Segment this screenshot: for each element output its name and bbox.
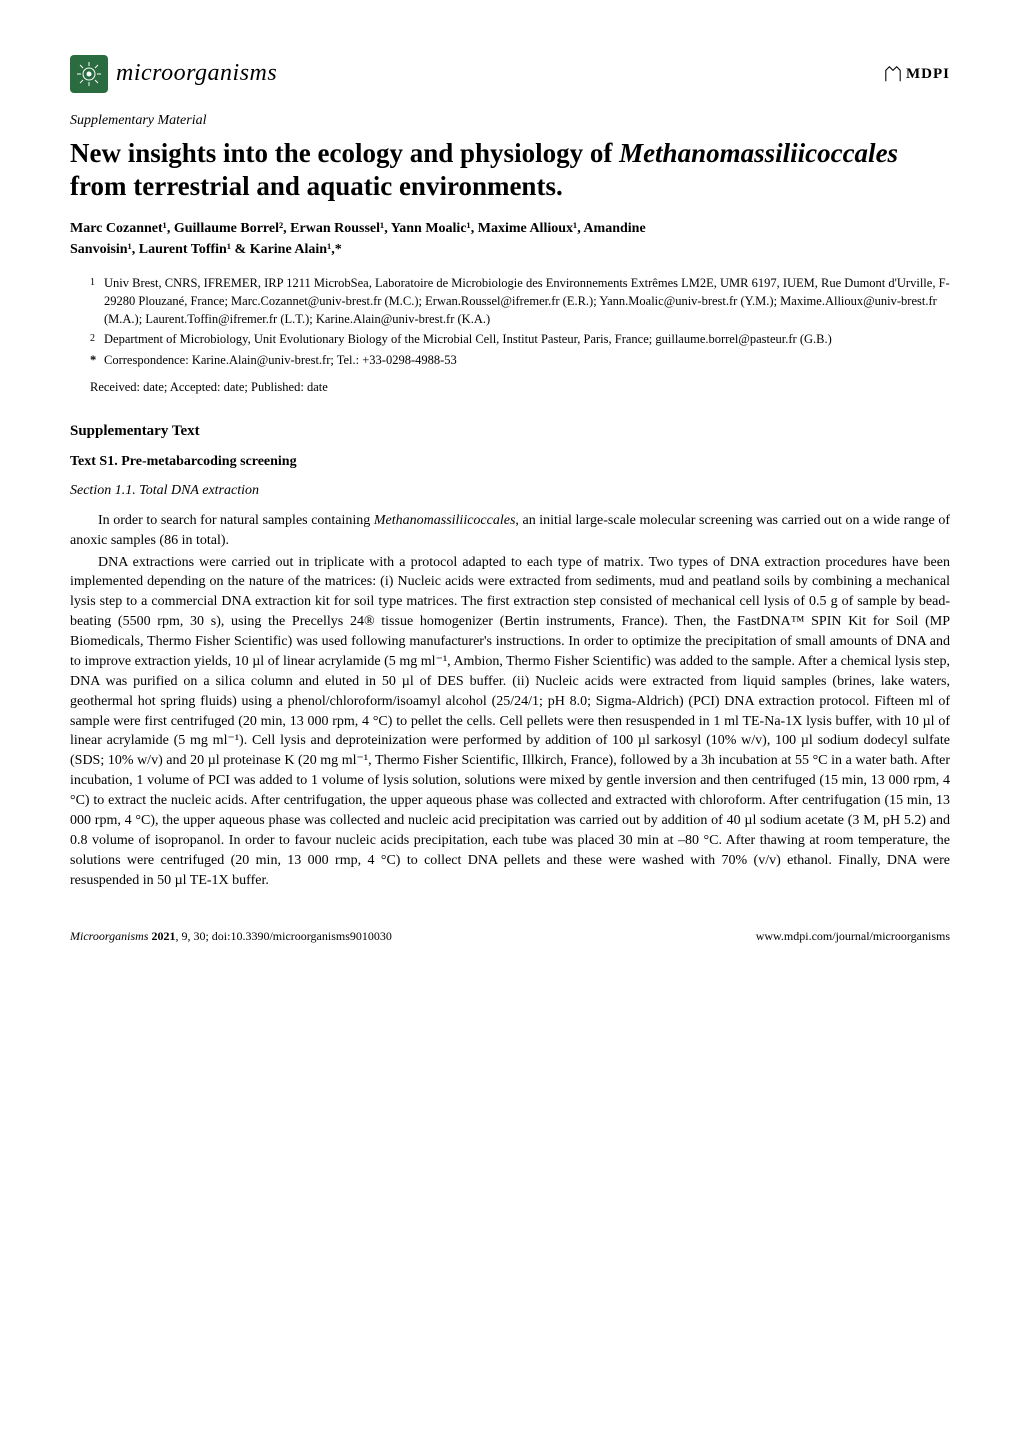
- publisher-name: MDPI: [906, 64, 950, 85]
- affiliation-text: Department of Microbiology, Unit Evoluti…: [104, 330, 950, 348]
- page-header: microorganisms MDPI: [70, 55, 950, 93]
- journal-icon: [70, 55, 108, 93]
- journal-name: microorganisms: [116, 57, 277, 91]
- article-type: Supplementary Material: [70, 111, 950, 131]
- mdpi-icon: [884, 65, 902, 83]
- affiliation-num: 2: [90, 330, 104, 348]
- correspondence: * Correspondence: Karine.Alain@univ-bres…: [70, 352, 950, 370]
- para1-pre: In order to search for natural samples c…: [98, 513, 374, 528]
- affiliation-2: 2 Department of Microbiology, Unit Evolu…: [90, 330, 950, 348]
- affiliation-text: Univ Brest, CNRS, IFREMER, IRP 1211 Micr…: [104, 274, 950, 328]
- authors-line-1: Marc Cozannet¹, Guillaume Borrel², Erwan…: [70, 221, 646, 236]
- footer-year: 2021: [151, 929, 175, 943]
- authors: Marc Cozannet¹, Guillaume Borrel², Erwan…: [70, 218, 950, 260]
- paragraph-2: DNA extractions were carried out in trip…: [70, 553, 950, 891]
- paragraph-1: In order to search for natural samples c…: [70, 511, 950, 551]
- title-part-1: New insights into the ecology and physio…: [70, 138, 619, 168]
- correspondence-text: Correspondence: Karine.Alain@univ-brest.…: [104, 352, 457, 370]
- title-part-2-italic: Methanomassiliicoccales: [619, 138, 898, 168]
- footer-right: www.mdpi.com/journal/microorganisms: [756, 928, 950, 945]
- page-footer: Microorganisms 2021, 9, 30; doi:10.3390/…: [70, 928, 950, 945]
- affiliation-num: 1: [90, 274, 104, 328]
- subsection-heading: Text S1. Pre-metabarcoding screening: [70, 452, 950, 472]
- footer-doi: , 9, 30; doi:10.3390/microorganisms90100…: [175, 929, 391, 943]
- subsubsection-heading: Section 1.1. Total DNA extraction: [70, 481, 950, 501]
- section-heading: Supplementary Text: [70, 421, 950, 442]
- authors-line-2: Sanvoisin¹, Laurent Toffin¹ & Karine Ala…: [70, 242, 342, 257]
- article-dates: Received: date; Accepted: date; Publishe…: [70, 379, 950, 397]
- article-title: New insights into the ecology and physio…: [70, 137, 950, 205]
- correspondence-marker: *: [90, 352, 104, 370]
- affiliation-1: 1 Univ Brest, CNRS, IFREMER, IRP 1211 Mi…: [90, 274, 950, 328]
- publisher-logo: MDPI: [884, 64, 950, 85]
- affiliations: 1 Univ Brest, CNRS, IFREMER, IRP 1211 Mi…: [70, 274, 950, 349]
- para1-italic: Methanomassiliicoccales: [374, 513, 516, 528]
- footer-journal: Microorganisms: [70, 929, 151, 943]
- footer-left: Microorganisms 2021, 9, 30; doi:10.3390/…: [70, 928, 392, 945]
- title-part-3: from terrestrial and aquatic environment…: [70, 171, 563, 201]
- journal-logo: microorganisms: [70, 55, 277, 93]
